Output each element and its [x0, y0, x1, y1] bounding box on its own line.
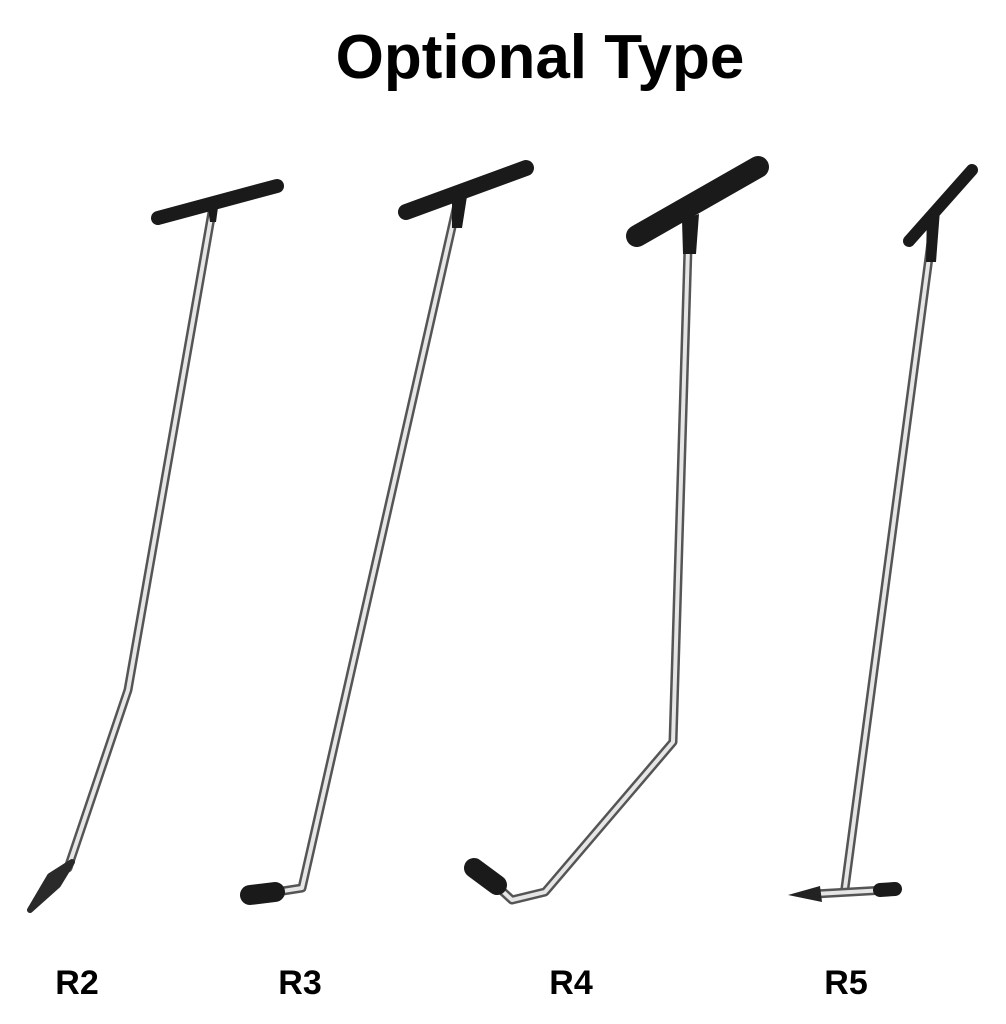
foot-tip — [788, 886, 822, 902]
rod-r4 — [464, 156, 769, 905]
handle — [903, 164, 978, 247]
rod-r3 — [240, 160, 534, 905]
shaft — [63, 207, 217, 873]
handle — [398, 160, 534, 220]
shaft-highlight — [268, 203, 459, 895]
handle-joint — [926, 210, 940, 262]
item-label: R3 — [278, 964, 321, 1002]
handle-joint — [452, 190, 468, 228]
item-label: R2 — [55, 964, 98, 1002]
title: Optional Type — [336, 23, 745, 92]
tip — [27, 859, 75, 913]
shaft — [265, 200, 462, 898]
shaft-highlight — [843, 233, 934, 890]
item-label: R4 — [549, 964, 593, 1002]
shaft-highlight — [486, 246, 690, 902]
shaft-highlight — [66, 210, 214, 870]
shaft — [483, 243, 693, 905]
foot-sleeve — [240, 882, 285, 905]
rod-r5 — [788, 164, 978, 902]
handle — [626, 156, 769, 247]
tip-knob — [464, 858, 507, 895]
rod-r2 — [27, 179, 284, 913]
handle-joint — [682, 214, 699, 254]
item-label: R5 — [824, 964, 867, 1002]
handle-joint — [207, 200, 219, 222]
foot-cap — [873, 882, 902, 897]
